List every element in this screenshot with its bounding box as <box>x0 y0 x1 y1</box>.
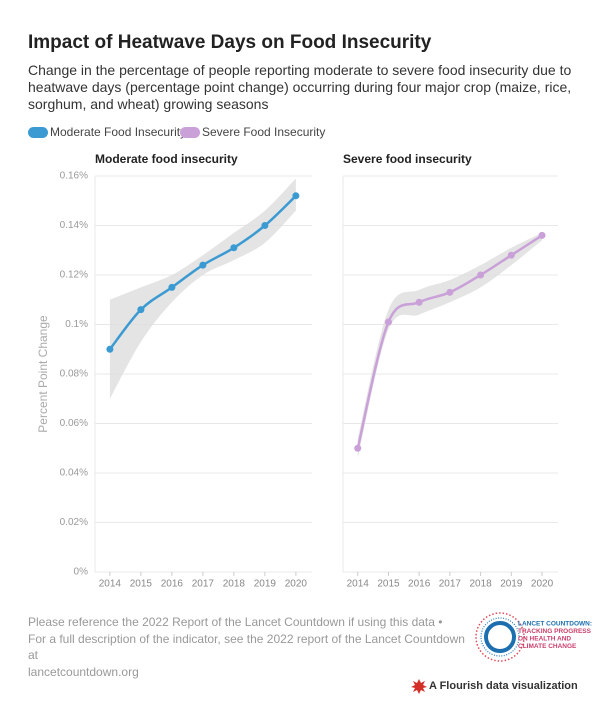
logo-ring <box>480 617 520 657</box>
legend-label: Severe Food Insecurity <box>202 125 325 139</box>
title: Impact of Heatwave Days on Food Insecuri… <box>28 32 432 53</box>
point <box>507 251 515 259</box>
point <box>384 318 392 326</box>
y-tick-label: 0.08% <box>60 369 88 380</box>
x-tick-label: 2018 <box>223 579 246 590</box>
logo-ring <box>475 612 525 662</box>
confidence-band <box>109 178 296 399</box>
x-tick-label: 2017 <box>192 579 215 590</box>
y-tick-label: 0.14% <box>60 220 88 231</box>
x-tick-label: 2020 <box>285 579 308 590</box>
point <box>261 222 269 229</box>
point <box>477 271 485 279</box>
panel-title: Severe food insecurity <box>343 152 472 166</box>
point <box>230 244 238 252</box>
logo-text: LANCET COUNTDOWN: <box>518 621 592 628</box>
confidence-band <box>357 232 543 459</box>
point <box>446 288 454 296</box>
notes: Please reference the 2022 Report of the … <box>28 614 468 680</box>
logo-text: TRACKING PROGRESS <box>518 628 592 635</box>
credit: A Flourish data visualization <box>429 680 578 692</box>
point <box>292 192 300 200</box>
logo-ring <box>484 621 516 653</box>
point <box>168 283 176 291</box>
point <box>415 298 423 306</box>
point <box>538 231 546 239</box>
line <box>356 234 543 449</box>
note: Please reference the 2022 Report of the … <box>28 615 443 629</box>
logo-text: CLIMATE CHANGE <box>518 643 577 650</box>
x-tick-label: 2019 <box>500 579 523 590</box>
logo-text: ON HEALTH AND <box>518 636 571 643</box>
x-tick-label: 2016 <box>161 579 184 590</box>
y-tick-label: 0.02% <box>60 517 88 528</box>
point <box>199 261 207 269</box>
x-tick-label: 2019 <box>254 579 277 590</box>
point <box>137 306 145 314</box>
y-tick-label: 0.1% <box>65 319 88 330</box>
legend-swatch <box>28 127 48 138</box>
x-tick-label: 2014 <box>99 579 122 590</box>
x-tick-label: 2015 <box>377 579 400 590</box>
point <box>106 345 114 353</box>
note: lancetcountdown.org <box>28 664 139 679</box>
panel-title: Moderate food insecurity <box>95 152 238 166</box>
legend-swatch <box>180 127 200 138</box>
x-tick-label: 2016 <box>408 579 431 590</box>
x-tick-label: 2015 <box>130 579 153 590</box>
note: For a full description of the indicator,… <box>28 631 465 663</box>
y-tick-label: 0.06% <box>60 418 88 429</box>
y-tick-label: 0% <box>74 567 89 578</box>
y-tick-label: 0.12% <box>60 270 88 281</box>
subtitle: Change in the percentage of people repor… <box>28 62 572 112</box>
point <box>354 444 362 452</box>
y-tick-label: 0.16% <box>60 171 88 182</box>
x-tick-label: 2018 <box>469 579 492 590</box>
flourish-icon <box>411 679 427 694</box>
legend-label: Moderate Food Insecurity <box>50 125 186 139</box>
x-tick-label: 2017 <box>439 579 462 590</box>
x-tick-label: 2014 <box>347 579 370 590</box>
x-tick-label: 2020 <box>531 579 554 590</box>
y-tick-label: 0.04% <box>60 468 88 479</box>
y-axis-label: Percent Point Change <box>36 315 50 433</box>
